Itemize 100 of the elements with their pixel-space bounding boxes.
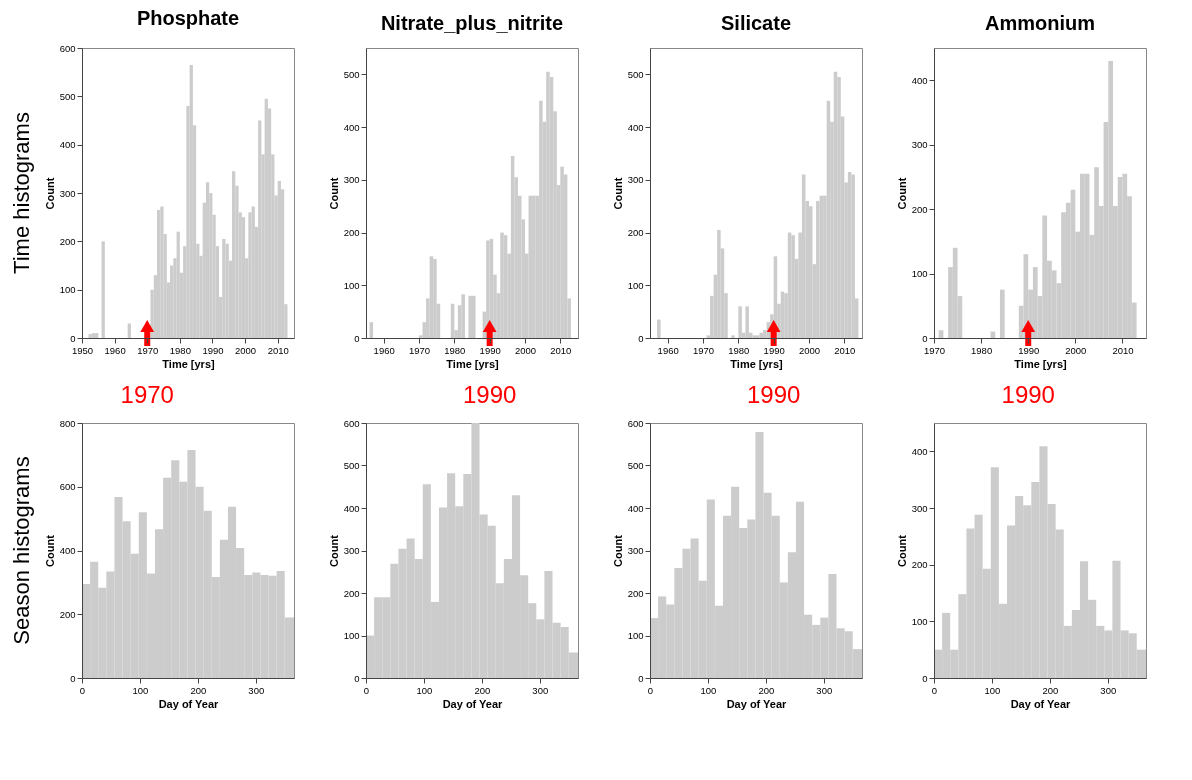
- x-tick-label: 1960: [657, 344, 679, 356]
- x-tick-label: 1980: [444, 344, 466, 356]
- ref-line-label: 1970: [120, 381, 174, 408]
- y-tick-label: 100: [343, 279, 360, 291]
- x-tick-label: 300: [816, 684, 833, 696]
- ref-line-label: 1990: [462, 381, 517, 408]
- x-tick-label: 1970: [692, 344, 715, 356]
- x-tick-label: 2000: [1065, 344, 1087, 356]
- y-tick-label: 100: [627, 630, 644, 641]
- x-axis-title: Time [yrs]: [1014, 358, 1068, 370]
- x-tick-label: 1970: [923, 344, 946, 356]
- y-axis-title: Count: [327, 534, 340, 567]
- x-tick-label: 1980: [971, 344, 993, 356]
- y-tick-label: 300: [627, 174, 644, 186]
- x-tick-label: 1970: [408, 344, 431, 356]
- y-axis-title: Count: [895, 177, 908, 210]
- y-tick-label: 500: [627, 68, 644, 80]
- x-tick-label: 100: [700, 684, 717, 696]
- y-axis-title: Count: [611, 177, 624, 210]
- y-tick-label: 0: [354, 672, 360, 684]
- y-tick-label: 200: [911, 559, 928, 571]
- y-tick-label: 100: [59, 284, 76, 296]
- ref-line-label: 1990: [746, 381, 801, 408]
- y-axis-title: Count: [327, 177, 340, 210]
- y-axis-title: Count: [895, 534, 908, 567]
- chart-title: Phosphate: [136, 7, 240, 29]
- y-tick-label: 200: [343, 227, 360, 239]
- x-tick-label: 2000: [798, 344, 821, 356]
- x-tick-label: 1960: [373, 344, 395, 356]
- x-axis-title: Day of Year: [1010, 698, 1072, 710]
- y-tick-label: 500: [627, 460, 644, 471]
- y-tick-label: 0: [70, 332, 76, 344]
- x-tick-label: 100: [416, 684, 433, 696]
- x-tick-label: 2010: [1112, 344, 1134, 356]
- y-tick-label: 400: [911, 74, 928, 86]
- y-tick-label: 100: [911, 268, 928, 280]
- x-tick-label: 1990: [763, 344, 785, 356]
- chart-title: Ammonium: [985, 12, 1095, 34]
- y-tick-label: 400: [627, 121, 644, 133]
- y-tick-label: 200: [911, 203, 928, 215]
- y-tick-label: 400: [343, 502, 360, 514]
- text: Season histograms: [9, 456, 34, 645]
- x-tick-label: 200: [474, 684, 491, 696]
- x-axis-title: Day of Year: [158, 698, 220, 710]
- y-tick-label: 200: [627, 227, 644, 239]
- x-tick-label: 2010: [834, 344, 856, 356]
- x-axis-title: Time [yrs]: [446, 358, 500, 370]
- x-tick-label: 200: [1042, 684, 1059, 696]
- y-tick-label: 100: [911, 615, 928, 627]
- y-tick-label: 0: [922, 332, 928, 344]
- x-tick-label: 300: [1100, 684, 1117, 696]
- x-tick-label: 1980: [169, 344, 191, 356]
- x-tick-label: 100: [132, 684, 149, 696]
- y-tick-label: 600: [343, 417, 360, 429]
- y-tick-label: 300: [343, 174, 360, 186]
- y-tick-label: 500: [343, 68, 360, 80]
- y-tick-label: 300: [911, 139, 928, 151]
- x-tick-label: 0: [363, 684, 370, 696]
- y-tick-label: 0: [922, 672, 928, 684]
- text: Time histograms: [9, 112, 34, 274]
- ref-line-label: 1990: [1001, 381, 1055, 408]
- x-tick-label: 1950: [71, 344, 94, 356]
- y-tick-label: 400: [911, 445, 928, 457]
- x-tick-label: 300: [248, 684, 265, 696]
- x-tick-label: 1980: [728, 344, 750, 356]
- x-axis-title: Time [yrs]: [730, 358, 784, 370]
- x-tick-label: 100: [984, 684, 1001, 696]
- x-tick-label: 300: [532, 684, 549, 696]
- y-tick-label: 0: [638, 672, 644, 684]
- x-tick-label: 0: [79, 684, 86, 696]
- y-tick-label: 200: [59, 608, 76, 620]
- x-tick-label: 1990: [1018, 344, 1040, 356]
- chart-title: Nitrate_plus_nitrite: [380, 12, 564, 34]
- x-tick-label: 1990: [202, 344, 224, 356]
- x-tick-label: 1990: [479, 344, 501, 356]
- x-tick-label: 0: [931, 684, 938, 696]
- y-tick-label: 300: [627, 545, 644, 556]
- y-tick-label: 200: [59, 235, 76, 247]
- y-tick-label: 400: [627, 502, 644, 514]
- y-axis-title: Count: [611, 534, 624, 567]
- x-tick-label: 2010: [267, 344, 289, 356]
- x-tick-label: 1970: [137, 344, 159, 356]
- x-tick-label: 0: [647, 684, 654, 696]
- x-tick-label: 200: [190, 684, 207, 696]
- y-tick-label: 400: [343, 121, 360, 133]
- y-tick-label: 200: [627, 587, 644, 599]
- y-tick-label: 500: [343, 460, 360, 471]
- y-tick-label: 600: [627, 417, 644, 429]
- y-tick-label: 0: [70, 672, 76, 684]
- x-axis-title: Day of Year: [442, 698, 504, 710]
- chart-title: Silicate: [720, 12, 792, 34]
- x-tick-label: 200: [758, 684, 775, 696]
- y-tick-label: 0: [638, 332, 644, 344]
- y-tick-label: 300: [911, 502, 928, 514]
- x-tick-label: 2000: [514, 344, 537, 356]
- x-tick-label: 2010: [550, 344, 572, 356]
- y-tick-label: 400: [59, 545, 76, 556]
- y-tick-label: 300: [343, 545, 360, 556]
- y-axis-title: Count: [43, 177, 56, 210]
- y-axis-title: Count: [43, 534, 56, 567]
